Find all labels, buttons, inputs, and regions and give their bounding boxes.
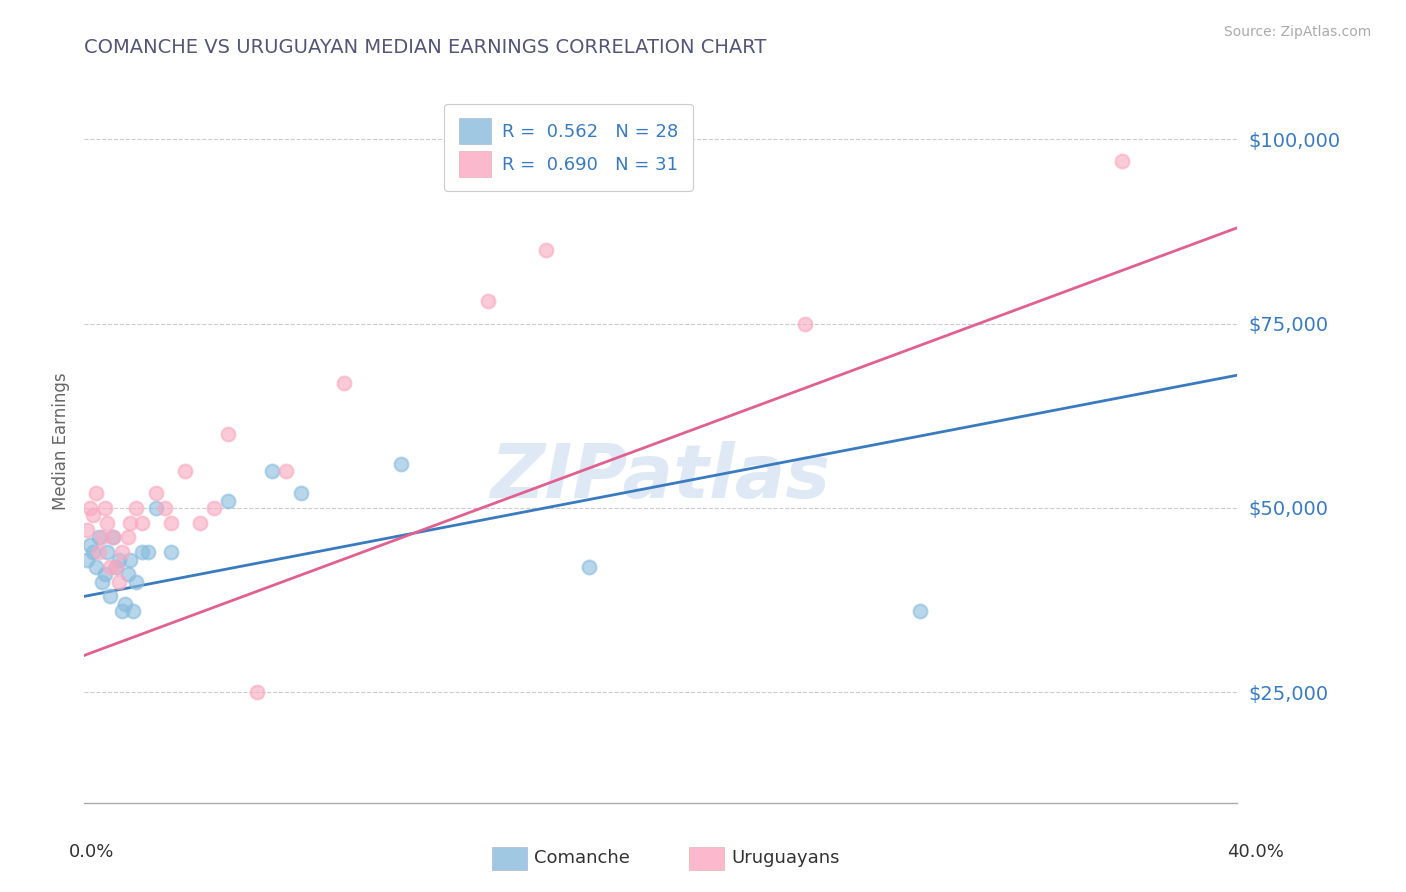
Point [87,530,110,544]
Point [87,545,110,559]
Point [333,376,356,390]
Point [534,243,557,257]
Text: 0.0%: 0.0% [69,843,114,861]
Point [910,604,932,618]
Point [76,552,98,566]
Text: COMANCHE VS URUGUAYAN MEDIAN EARNINGS CORRELATION CHART: COMANCHE VS URUGUAYAN MEDIAN EARNINGS CO… [84,37,766,56]
Point [111,545,134,559]
Point [79,500,101,515]
Point [131,545,153,559]
Point [578,560,600,574]
Point [90,530,112,544]
Point [84,486,107,500]
Point [290,486,312,500]
Point [174,464,197,478]
Legend: R =  0.562   N = 28, R =  0.690   N = 31: R = 0.562 N = 28, R = 0.690 N = 31 [444,103,693,191]
Point [131,516,153,530]
Y-axis label: Median Earnings: Median Earnings [52,373,70,510]
Point [76,523,98,537]
Point [153,500,176,515]
Point [202,500,225,515]
Point [120,516,142,530]
Text: 40.0%: 40.0% [1227,843,1284,861]
Point [90,574,112,589]
Point [136,545,159,559]
Point [103,530,124,544]
Point [125,500,148,515]
Point [103,530,124,544]
Point [160,516,183,530]
Point [218,493,240,508]
Point [120,552,142,566]
Point [117,530,139,544]
Point [98,590,121,604]
Point [188,516,211,530]
Point [1111,154,1133,169]
Point [108,552,131,566]
Point [96,516,118,530]
Point [108,574,131,589]
Point [82,545,104,559]
Text: Comanche: Comanche [534,849,630,867]
Point [79,538,101,552]
Point [111,604,134,618]
Point [117,567,139,582]
Point [114,597,136,611]
Point [98,560,121,574]
Point [218,427,240,442]
Point [276,464,298,478]
Point [122,604,145,618]
Point [260,464,283,478]
Point [391,457,413,471]
Point [145,486,167,500]
Point [105,560,128,574]
Point [477,294,499,309]
Text: ZIPatlas: ZIPatlas [491,442,831,514]
Point [96,545,118,559]
Point [93,500,115,515]
Point [84,560,107,574]
Point [246,685,269,699]
Point [82,508,104,523]
Point [160,545,183,559]
Point [794,317,817,331]
Text: Source: ZipAtlas.com: Source: ZipAtlas.com [1223,25,1371,39]
Point [145,500,167,515]
Point [93,567,115,582]
Point [105,560,128,574]
Point [125,574,148,589]
Text: Uruguayans: Uruguayans [731,849,839,867]
